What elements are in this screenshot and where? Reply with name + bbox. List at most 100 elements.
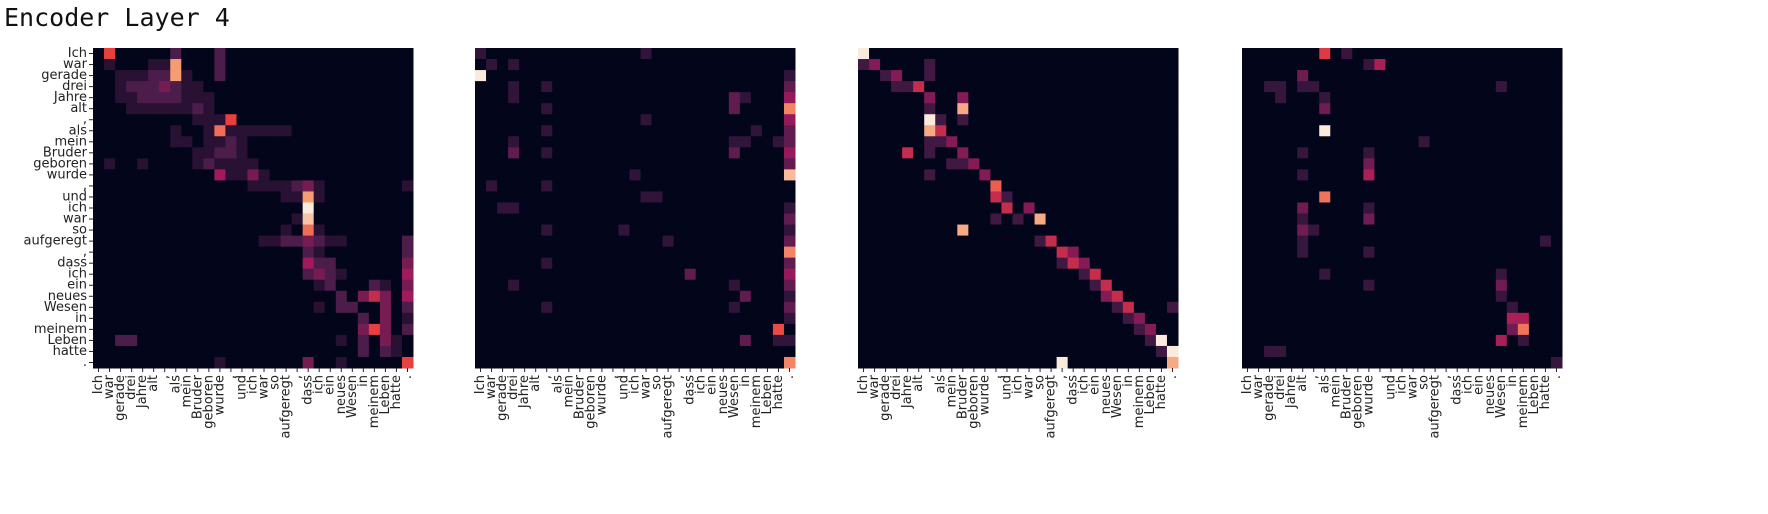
cell [1407, 48, 1420, 60]
cell [1363, 323, 1375, 336]
cell [1308, 103, 1320, 115]
cell [137, 202, 149, 215]
cell [1462, 356, 1475, 369]
cell [902, 125, 914, 137]
cell [390, 202, 403, 215]
cell [662, 191, 675, 203]
cell [1473, 191, 1486, 203]
cell [1067, 268, 1080, 281]
cell [717, 356, 730, 369]
cell [968, 246, 980, 259]
cell [530, 59, 542, 71]
cell [313, 158, 326, 170]
cell [1166, 48, 1179, 60]
cell [924, 279, 936, 292]
cell [1133, 70, 1146, 82]
cell [401, 81, 414, 93]
cell [1341, 81, 1353, 93]
cell [935, 103, 947, 115]
cell [1067, 323, 1080, 336]
cell [1297, 136, 1309, 148]
x-tick-label: geboren [583, 375, 598, 429]
cell [1056, 147, 1069, 159]
x-tick-label: , [922, 375, 937, 379]
cell [990, 59, 1002, 71]
cell [519, 169, 531, 181]
cell [651, 356, 664, 369]
cell [596, 92, 608, 104]
cell [761, 125, 774, 137]
cell [968, 92, 980, 104]
cell [104, 114, 116, 126]
cell [291, 81, 304, 93]
cell [1506, 246, 1519, 259]
cell [651, 334, 664, 347]
cell [181, 136, 193, 148]
cell [93, 103, 105, 115]
cell [1155, 323, 1168, 336]
cell [552, 279, 564, 292]
cell [1308, 334, 1320, 347]
cell [368, 202, 381, 215]
cell [1473, 312, 1486, 325]
cell [1045, 301, 1058, 314]
cell [357, 59, 370, 71]
cell [170, 334, 182, 347]
cell [761, 169, 774, 181]
cell [475, 301, 487, 314]
cell [1122, 268, 1135, 281]
cell [1473, 70, 1486, 82]
cell [1451, 191, 1464, 203]
cell [607, 125, 619, 137]
cell [1275, 257, 1287, 270]
cell [640, 334, 653, 347]
cell [181, 279, 193, 292]
cell [93, 334, 105, 347]
cell [968, 114, 980, 126]
cell [979, 301, 991, 314]
cell [1023, 202, 1036, 215]
cell [1253, 92, 1265, 104]
cell [519, 180, 531, 192]
cell [214, 279, 226, 292]
cell [324, 70, 337, 82]
cell [302, 136, 315, 148]
cell [247, 213, 260, 226]
cell [1264, 147, 1276, 159]
cell [159, 158, 171, 170]
cell [1473, 136, 1486, 148]
cell [651, 301, 664, 314]
cell [1253, 48, 1265, 60]
cell [913, 180, 925, 192]
cell [750, 59, 763, 71]
cell [913, 213, 925, 226]
cell [390, 59, 403, 71]
cell [1012, 202, 1025, 215]
cell [313, 103, 326, 115]
cell [1067, 334, 1080, 347]
cell [1352, 92, 1364, 104]
x-tick-label: ich [1395, 375, 1410, 394]
cell [519, 202, 531, 215]
cell [93, 81, 105, 93]
cell [1374, 290, 1386, 303]
cell [1407, 180, 1420, 192]
cell [1078, 213, 1091, 226]
cell [1242, 169, 1254, 181]
cell [93, 257, 105, 270]
cell [475, 257, 487, 270]
cell [508, 257, 520, 270]
cell [390, 147, 403, 159]
cell [1144, 59, 1157, 71]
cell [280, 268, 293, 281]
cell [902, 268, 914, 281]
cell [115, 114, 127, 126]
cell [1517, 92, 1530, 104]
cell [739, 235, 752, 248]
cell [302, 81, 315, 93]
cell [717, 136, 730, 148]
cell [346, 125, 359, 137]
cell [783, 191, 796, 203]
cell [192, 147, 204, 159]
cell [1122, 147, 1135, 159]
